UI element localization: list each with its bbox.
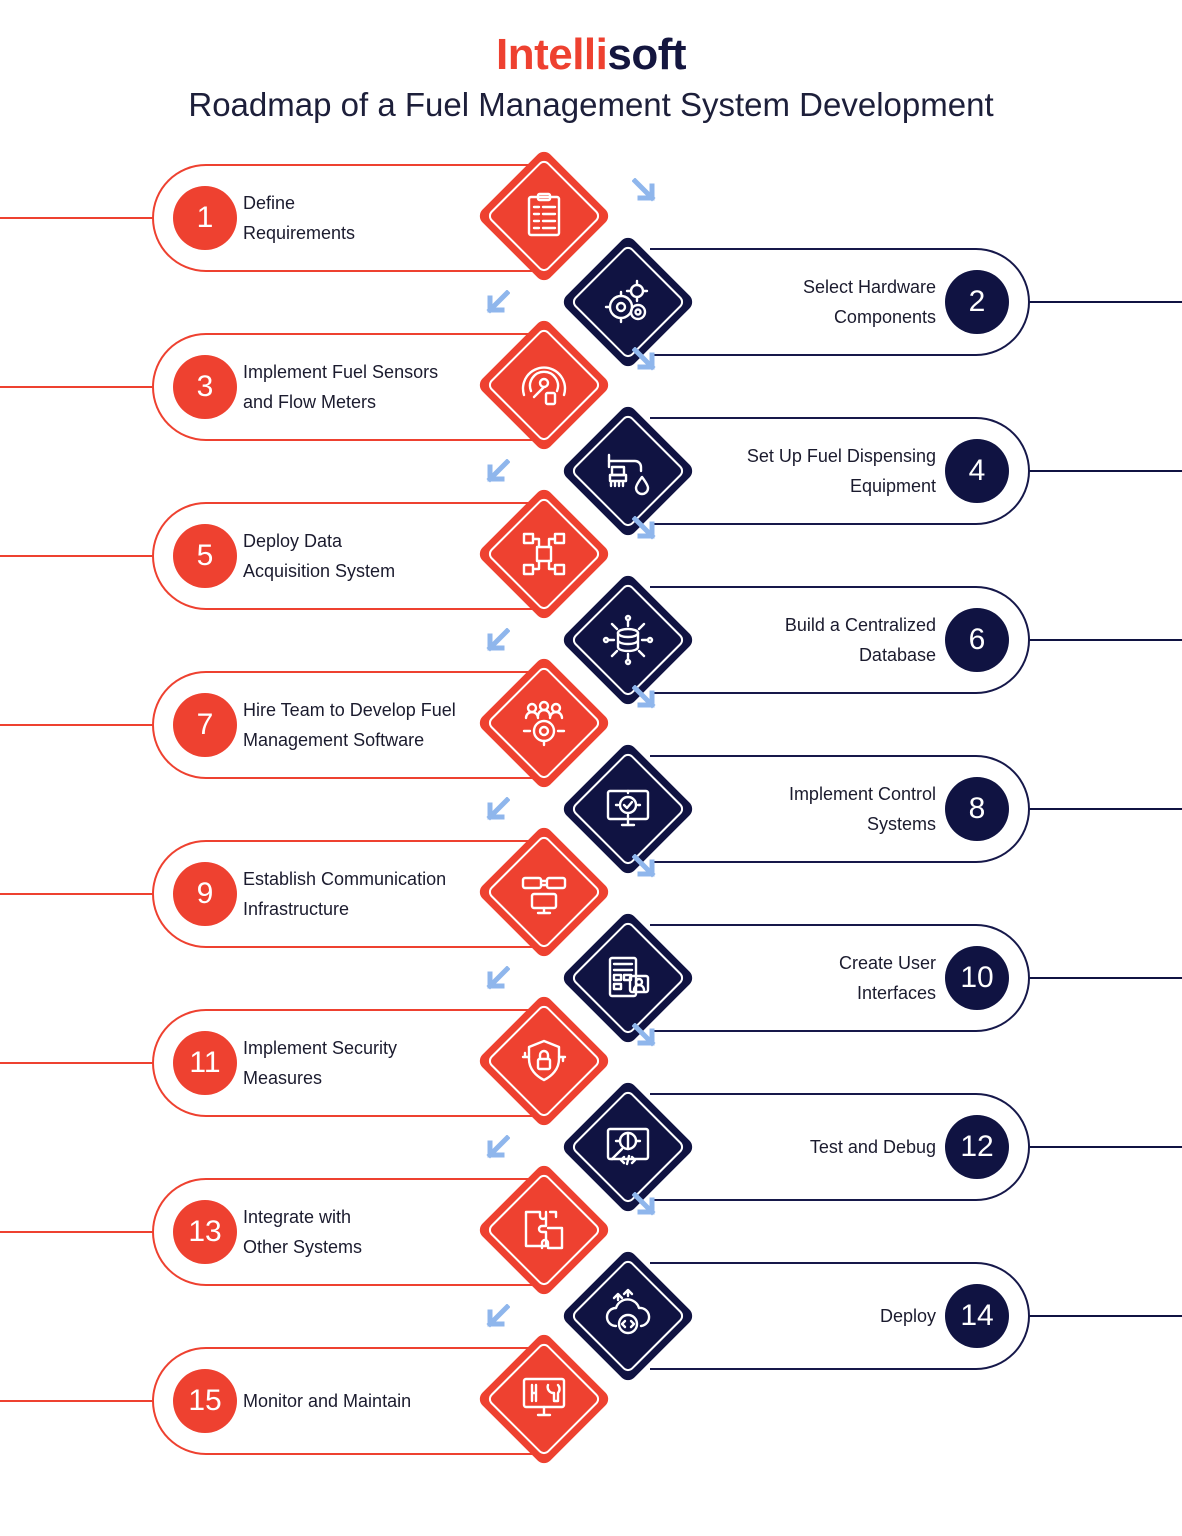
step-label: Implement Security Measures: [243, 1038, 398, 1088]
step-number: 5: [173, 524, 237, 588]
step-number: 4: [945, 439, 1009, 503]
arrow-down-right-icon: [632, 854, 656, 878]
connector-line: [0, 555, 154, 557]
step-label: Hire Team to Develop Fuel Management Sof…: [243, 700, 456, 750]
team-icon: [522, 700, 566, 747]
gauge-icon: [521, 366, 567, 406]
step-number: 7: [173, 693, 237, 757]
page-title: Roadmap of a Fuel Management System Deve…: [188, 86, 994, 123]
step-icon-diamond: [479, 658, 609, 788]
tools-monitor-icon: [522, 1377, 566, 1417]
connector-line: [0, 1400, 154, 1402]
step-icon-diamond: [479, 489, 609, 619]
step-number: 10: [945, 946, 1009, 1010]
brand-part-1: Intelli: [495, 30, 608, 79]
step-label: Implement Fuel Sensors and Flow Meters: [243, 362, 439, 412]
step-label: Implement Control Systems: [788, 784, 936, 834]
connector-line: [0, 386, 154, 388]
connector-line: [1028, 1315, 1182, 1317]
connector-line: [1028, 639, 1182, 641]
step-number: 6: [945, 608, 1009, 672]
arrow-down-right-icon: [632, 685, 656, 709]
arrow-down-left-icon: [486, 966, 510, 990]
connector-line: [0, 893, 154, 895]
step-icon-diamond: [479, 1165, 609, 1295]
step-icon-diamond: [479, 996, 609, 1126]
connector-line: [0, 217, 154, 219]
step-label: Test and Debug: [809, 1137, 936, 1157]
arrow-down-left-icon: [486, 628, 510, 652]
step-icon-diamond: [479, 151, 609, 281]
brand-part-2: soft: [607, 30, 687, 79]
step-label: Define Requirements: [243, 193, 356, 243]
arrow-down-left-icon: [486, 1135, 510, 1159]
step-number: 11: [173, 1031, 237, 1095]
step-label: Create User Interfaces: [838, 953, 936, 1003]
shield-lock-icon: [521, 1039, 567, 1082]
puzzle-icon: [524, 1210, 564, 1250]
step-icon-diamond: [563, 237, 693, 367]
network-icon: [521, 876, 567, 915]
step-number: 13: [173, 1200, 237, 1264]
arrow-down-right-icon: [632, 1023, 656, 1047]
step-icon-diamond: [563, 406, 693, 536]
step-label: Monitor and Maintain: [243, 1391, 412, 1411]
connector-line: [0, 1062, 154, 1064]
step-number: 14: [945, 1284, 1009, 1348]
connector-line: [0, 724, 154, 726]
connector-line: [1028, 977, 1182, 979]
step-number: 9: [173, 862, 237, 926]
arrow-down-right-icon: [632, 1192, 656, 1216]
step-label: Establish Communication Infrastructure: [243, 869, 447, 919]
circuit-icon: [522, 532, 566, 576]
step-icon-diamond: [479, 320, 609, 450]
step-label: Deploy Data Acquisition System: [243, 531, 396, 581]
step-icon-diamond: [563, 1082, 693, 1212]
arrow-down-right-icon: [632, 516, 656, 540]
step-label: Deploy: [879, 1306, 936, 1326]
connector-line: [0, 1231, 154, 1233]
monitor-gear-icon: [606, 789, 650, 827]
step-label: Integrate with Other Systems: [243, 1207, 363, 1257]
gears-icon: [604, 279, 649, 324]
step-number: 1: [173, 186, 237, 250]
step-number: 12: [945, 1115, 1009, 1179]
step-card: [650, 1262, 1030, 1370]
step-icon-diamond: [479, 827, 609, 957]
step-label: Select Hardware Components: [802, 277, 936, 327]
step-number: 8: [945, 777, 1009, 841]
cloud-code-icon: [605, 1288, 651, 1335]
checklist-icon: [527, 192, 561, 237]
step-icon-diamond: [479, 1334, 609, 1464]
step-label: Set Up Fuel Dispensing Equipment: [746, 446, 936, 496]
arrow-down-left-icon: [486, 797, 510, 821]
arrow-down-right-icon: [632, 178, 656, 202]
arrow-down-left-icon: [486, 459, 510, 483]
database-icon: [602, 614, 654, 666]
connector-line: [1028, 808, 1182, 810]
connector-line: [1028, 301, 1182, 303]
step-icon-diamond: [563, 575, 693, 705]
bug-search-icon: [606, 1127, 650, 1166]
step-label: Build a Centralized Database: [784, 615, 936, 665]
arrow-down-left-icon: [486, 290, 510, 314]
step-icon-diamond: [563, 1251, 693, 1381]
step-icon-diamond: [563, 744, 693, 874]
connector-line: [1028, 1146, 1182, 1148]
brand-logo: Intellisoft: [0, 30, 1182, 80]
step-number: 15: [173, 1369, 237, 1433]
arrow-down-left-icon: [486, 1304, 510, 1328]
arrow-down-right-icon: [632, 347, 656, 371]
step-icon-diamond: [563, 913, 693, 1043]
connector-line: [1028, 470, 1182, 472]
step-number: 3: [173, 355, 237, 419]
faucet-icon: [607, 453, 650, 496]
interface-icon: [608, 956, 650, 998]
step-number: 2: [945, 270, 1009, 334]
